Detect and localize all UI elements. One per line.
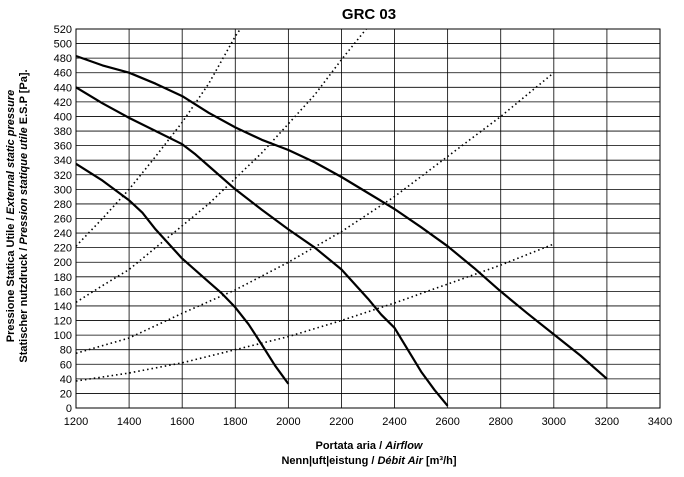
x-tick-label: 1200 <box>64 416 88 428</box>
y-tick-label: 180 <box>54 272 72 284</box>
y-tick-label: 60 <box>60 359 72 371</box>
y-tick-label: 200 <box>54 257 72 269</box>
y-tick-label: 280 <box>54 199 72 211</box>
fan-curve-3 <box>76 54 608 380</box>
y-tick-label: 360 <box>54 141 72 153</box>
y-tick-label: 140 <box>54 301 72 313</box>
x-tick-label: 2600 <box>435 416 459 428</box>
y-tick-label: 80 <box>60 345 72 357</box>
x-axis-label-line2: Nenn|uft|eistung / Débit Air [m³/h] <box>281 455 456 467</box>
series-group <box>76 29 608 407</box>
y-tick-label: 20 <box>60 388 72 400</box>
tick-labels: 1200 1400 1600 1800 2000 2200 2400 2600 2800 3000… <box>54 24 673 428</box>
x-tick-label: 1600 <box>170 416 194 428</box>
y-tick-label: 440 <box>54 82 72 94</box>
y-axis-label-line2: Statischer nutzdruck / Pression statique… <box>18 69 30 362</box>
y-tick-label: 220 <box>54 243 72 255</box>
y-tick-label: 120 <box>54 316 72 328</box>
y-tick-label: 380 <box>54 126 72 138</box>
fan-curve-2 <box>76 86 449 407</box>
system-curve-5 <box>76 29 368 303</box>
x-tick-label: 3000 <box>542 416 566 428</box>
y-tick-label: 480 <box>54 53 72 65</box>
y-tick-label: 240 <box>54 228 72 240</box>
system-curve-6 <box>76 72 555 355</box>
y-tick-label: 400 <box>54 111 72 123</box>
plot-frame <box>75 28 661 409</box>
y-tick-label: 40 <box>60 374 72 386</box>
y-tick-label: 160 <box>54 286 72 298</box>
y-axis-label-line1: Pressione Statica Utile / External stati… <box>5 90 17 343</box>
y-tick-label: 300 <box>54 184 72 196</box>
y-tick-label: 260 <box>54 214 72 226</box>
y-tick-label: 340 <box>54 155 72 167</box>
y-tick-label: 100 <box>54 330 72 342</box>
x-tick-label: 1800 <box>223 416 247 428</box>
x-tick-label: 3200 <box>595 416 619 428</box>
x-tick-label: 2000 <box>276 416 300 428</box>
system-curve-4 <box>76 29 242 247</box>
y-tick-label: 520 <box>54 24 72 36</box>
y-tick-label: 0 <box>66 403 72 415</box>
x-tick-label: 2400 <box>382 416 406 428</box>
y-tick-label: 500 <box>54 39 72 51</box>
y-tick-label: 320 <box>54 170 72 182</box>
y-tick-label: 420 <box>54 97 72 109</box>
x-axis-label-line1: Portata aria / Airflow <box>316 440 424 452</box>
x-tick-label: 2200 <box>329 416 353 428</box>
grid <box>75 28 661 409</box>
y-tick-label: 460 <box>54 68 72 80</box>
fan-curve-1 <box>76 162 290 385</box>
x-tick-label: 3400 <box>648 416 672 428</box>
chart-title: GRC 03 <box>342 6 396 23</box>
x-tick-label: 2800 <box>488 416 512 428</box>
system-curve-7 <box>76 243 555 382</box>
x-tick-label: 1400 <box>117 416 141 428</box>
